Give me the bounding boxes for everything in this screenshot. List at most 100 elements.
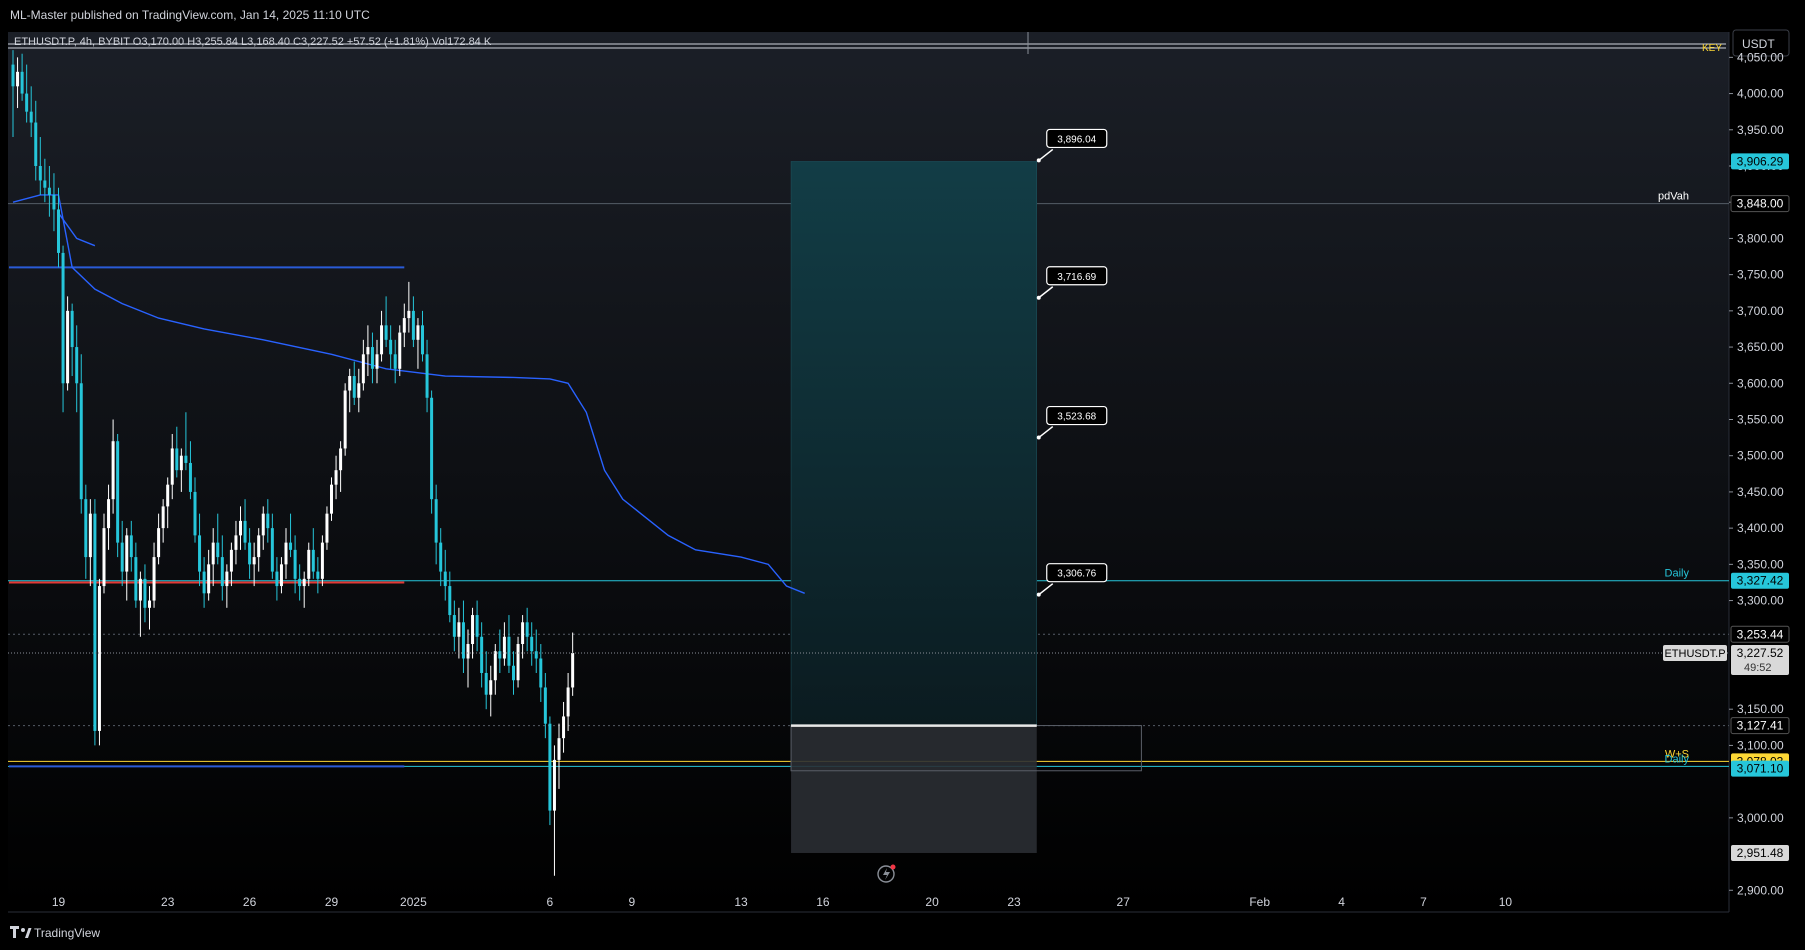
replay-icon[interactable]	[877, 864, 896, 883]
x-tick-label: 29	[325, 895, 339, 909]
y-tick-label: 3,450.00	[1737, 485, 1784, 499]
candle-body	[407, 310, 411, 319]
candle-body	[152, 557, 156, 601]
y-tick-label: 3,600.00	[1737, 376, 1784, 390]
profit-zone[interactable]	[790, 161, 1037, 726]
target-callouts[interactable]: 3,896.04 3,716.69 3,523.68 3,306.76	[1036, 128, 1108, 597]
x-tick-label: 4	[1338, 895, 1345, 909]
candle-body	[448, 586, 452, 616]
candle-body	[239, 520, 242, 536]
currency-label: USDT	[1742, 37, 1775, 51]
candle-body	[47, 187, 51, 195]
candle-body	[493, 651, 497, 681]
target-callout-label: 3,716.69	[1057, 272, 1096, 283]
candle-body	[539, 658, 543, 688]
vwap-lines	[12, 194, 805, 594]
candle-body	[93, 513, 97, 731]
candle-body	[138, 578, 142, 601]
candlestick-series	[11, 50, 575, 876]
stop-zone[interactable]	[791, 725, 1037, 853]
target-callout-box[interactable]	[1046, 563, 1108, 583]
x-tick-label: 13	[734, 895, 748, 909]
level-label: Daily	[1665, 568, 1690, 580]
time-axis[interactable]: 19 23 26 29 2025 6 9 13 16 20 23 27 Feb 4 7 10	[52, 895, 1513, 909]
candle-body	[393, 354, 397, 369]
candle-body	[207, 564, 211, 594]
candle-body	[143, 578, 147, 608]
candle-body	[157, 528, 161, 558]
target-callout-box[interactable]	[1046, 128, 1108, 149]
long-position-tool[interactable]	[790, 161, 1142, 853]
y-tick-label: 3,550.00	[1737, 412, 1784, 426]
candle-body	[489, 680, 493, 695]
callout-pointer	[1038, 286, 1054, 299]
y-tick-label: 2,900.00	[1737, 883, 1784, 897]
target-callout-box[interactable]	[1046, 266, 1108, 286]
candle-body	[466, 644, 470, 659]
y-tick-label: 3,650.00	[1737, 340, 1784, 354]
target-callout-box[interactable]	[1046, 405, 1108, 426]
candle-body	[38, 165, 42, 181]
price-label-text: 3,327.42	[1737, 574, 1784, 588]
y-tick-label: 3,350.00	[1737, 557, 1784, 571]
candle-body	[52, 194, 56, 210]
candle-body	[248, 542, 252, 565]
x-tick-label: 20	[925, 895, 939, 909]
price-label-box	[1731, 572, 1789, 589]
current-price-tag: ETHUSDT.P 3,227.52 49:52	[8, 645, 1789, 676]
price-label-box	[1731, 153, 1789, 170]
current-symbol-box	[1663, 645, 1727, 662]
candle-body	[370, 347, 374, 369]
tradingview-logo[interactable]	[10, 926, 32, 938]
vwap-line	[12, 194, 805, 594]
candle-body	[557, 738, 561, 760]
candle-body	[457, 622, 461, 637]
candle-body	[97, 586, 101, 731]
y-tick-label: 3,000.00	[1737, 811, 1784, 825]
candle-body	[430, 397, 434, 500]
x-tick-label: 10	[1499, 895, 1513, 909]
candle-body	[111, 441, 115, 500]
callout-anchor	[1036, 435, 1041, 440]
price-label-box	[1730, 717, 1790, 735]
target-callout-label: 3,896.04	[1057, 134, 1096, 145]
candle-body	[562, 716, 566, 739]
x-tick-label: 23	[161, 895, 175, 909]
candle-body	[29, 111, 33, 123]
candle-body	[480, 636, 484, 673]
candle-body	[116, 441, 120, 543]
candle-body	[421, 325, 424, 355]
candle-body	[311, 549, 315, 572]
price-label-text: 3,071.10	[1737, 762, 1784, 776]
y-tick-label: 3,500.00	[1737, 449, 1784, 463]
price-label-text: 3,848.00	[1737, 197, 1784, 211]
candle-body	[279, 564, 283, 587]
price-labels: 3,906.29 3,848.00 3,327.42 3,253.44 3,127.41…	[1730, 153, 1790, 861]
x-tick-label: 6	[547, 895, 554, 909]
candle-body	[11, 64, 15, 87]
candle-body	[188, 462, 192, 492]
candle-body	[320, 542, 324, 579]
callout-pointer	[1038, 583, 1054, 596]
candle-body	[343, 390, 347, 449]
candle-body	[193, 491, 197, 536]
candle-body	[275, 571, 279, 587]
candle-body	[79, 383, 83, 500]
candle-body	[380, 325, 384, 355]
candle-body	[266, 513, 270, 529]
price-axis[interactable]: 2,900.00 3,000.00 3,100.00 3,150.00 3,300.00…	[1729, 50, 1784, 897]
price-label-text: 3,253.44	[1737, 627, 1784, 641]
candle-body	[475, 615, 479, 637]
candle-body	[261, 513, 265, 536]
candle-body	[75, 347, 79, 384]
candle-body	[339, 448, 343, 471]
candle-body	[348, 376, 352, 391]
candle-body	[307, 549, 311, 579]
candle-body	[43, 180, 47, 188]
currency-button[interactable]	[1732, 29, 1790, 57]
level-label: Daily	[1665, 753, 1690, 765]
candle-body	[134, 557, 138, 601]
y-tick-label: 3,400.00	[1737, 521, 1784, 535]
